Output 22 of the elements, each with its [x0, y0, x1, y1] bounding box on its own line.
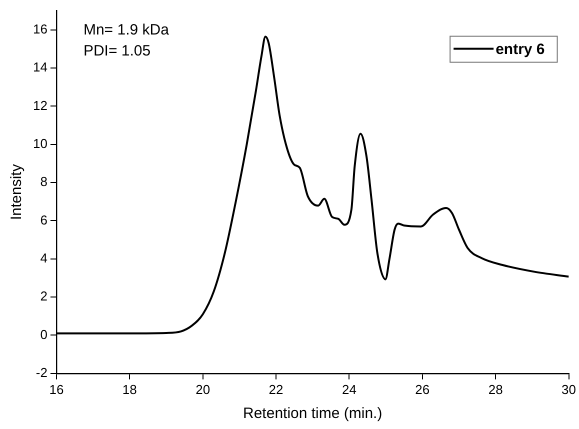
y-axis-title: Intensity [8, 164, 26, 220]
y-tick-label: 6 [40, 212, 48, 228]
y-tick-label: 14 [32, 60, 48, 75]
y-tick-label: 4 [40, 250, 48, 266]
legend-label: entry 6 [496, 40, 545, 58]
y-tick-label: -2 [36, 364, 48, 380]
x-tick-label: 28 [488, 382, 503, 397]
x-axis-title: Retention time (min.) [243, 405, 382, 422]
x-tick-label: 22 [268, 382, 284, 397]
y-tick-label: 8 [40, 174, 48, 190]
y-tick-label: 16 [32, 21, 48, 36]
annotation: PDI= 1.05 [83, 42, 151, 60]
x-tick-label: 30 [562, 382, 576, 397]
x-tick-label: 26 [415, 382, 430, 397]
y-tick-label: 10 [32, 136, 48, 151]
y-tick-label: 2 [40, 288, 48, 304]
y-tick-label: 12 [32, 98, 48, 113]
annotation: Mn= 1.9 kDa [83, 21, 170, 38]
x-tick-label: 18 [122, 382, 137, 397]
y-tick-label: 0 [40, 326, 48, 342]
x-tick-label: 20 [196, 382, 210, 397]
x-tick-label: 24 [342, 382, 356, 397]
